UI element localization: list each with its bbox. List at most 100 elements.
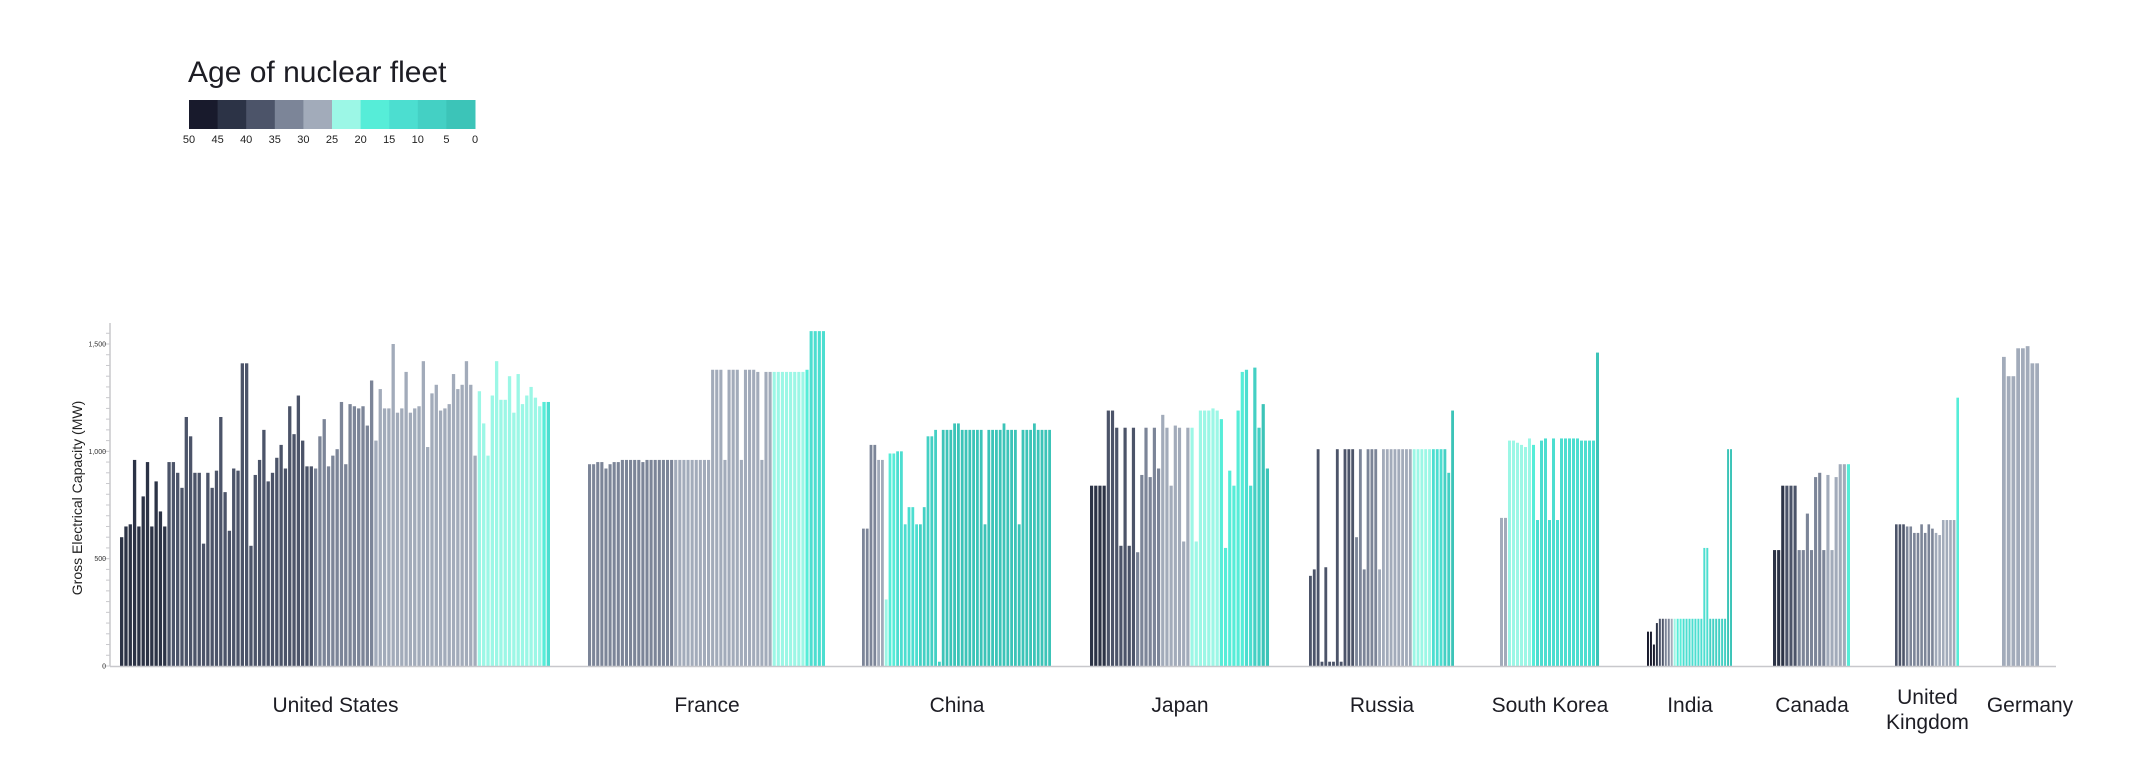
bar-china: [941, 429, 945, 666]
bar-united-states: [266, 481, 270, 666]
bar-france: [797, 371, 801, 666]
bar-canada: [1818, 472, 1822, 666]
bar-russia: [1385, 449, 1389, 666]
bar-india: [1685, 618, 1688, 666]
bar-china: [1021, 429, 1025, 666]
bar-united-states: [296, 395, 301, 666]
bar-japan: [1253, 367, 1257, 666]
bar-france: [764, 371, 768, 666]
legend-tick-label: 40: [240, 134, 252, 146]
bar-united-kingdom: [1916, 532, 1920, 666]
bar-france: [768, 371, 772, 666]
bar-russia: [1366, 449, 1370, 666]
bar-south-korea: [1532, 444, 1535, 666]
bar-china: [896, 451, 899, 666]
bar-united-states: [529, 386, 533, 666]
bar-japan: [1090, 485, 1094, 666]
bar-russia: [1332, 661, 1335, 666]
bar-france: [686, 459, 690, 666]
bar-canada: [1789, 485, 1793, 666]
bar-china: [915, 524, 918, 666]
y-tick-label: 1,500: [88, 342, 106, 349]
bar-russia: [1443, 449, 1447, 666]
bar-united-states: [176, 472, 180, 666]
bar-japan: [1228, 470, 1232, 666]
bar-united-states: [417, 406, 421, 666]
bar-japan: [1152, 427, 1156, 666]
bar-russia: [1316, 449, 1320, 666]
bar-united-states: [331, 455, 335, 666]
bar-china: [960, 429, 964, 666]
bar-germany: [2030, 363, 2035, 666]
bar-russia: [1435, 449, 1439, 666]
bar-china: [1010, 429, 1013, 666]
bar-canada: [1842, 464, 1846, 666]
bar-france: [780, 371, 784, 666]
bar-united-states: [438, 410, 443, 666]
bar-china: [1002, 423, 1006, 666]
bar-france: [801, 371, 805, 666]
bar-india: [1721, 618, 1724, 666]
bar-china: [991, 429, 994, 666]
bar-china: [1006, 429, 1010, 666]
bar-united-states: [426, 447, 430, 666]
bar-united-states: [352, 406, 357, 666]
bar-india: [1718, 618, 1721, 666]
bar-france: [760, 459, 764, 666]
bar-japan: [1131, 427, 1136, 666]
bar-france: [809, 331, 813, 666]
bar-japan: [1182, 541, 1186, 666]
bar-france: [756, 371, 760, 666]
bar-india: [1703, 547, 1706, 666]
bar-united-states: [184, 416, 188, 666]
country-label-united-states: United States: [272, 694, 398, 717]
bar-china: [934, 429, 937, 666]
bar-united-states: [456, 389, 460, 666]
bar-united-states: [546, 401, 550, 666]
bar-united-states: [206, 472, 210, 666]
bar-china: [930, 436, 934, 666]
bar-france: [616, 462, 620, 666]
bar-russia: [1339, 661, 1343, 666]
bar-france: [682, 459, 686, 666]
bar-united-states: [158, 511, 163, 666]
bar-india: [1661, 618, 1664, 666]
bar-united-states: [443, 408, 447, 666]
bar-russia: [1320, 661, 1324, 666]
bar-france: [743, 369, 748, 666]
bar-india: [1706, 547, 1709, 666]
bar-canada: [1826, 474, 1830, 666]
bar-japan: [1203, 410, 1207, 666]
bar-india: [1658, 618, 1661, 666]
bar-france: [608, 464, 612, 666]
bar-germany: [2002, 356, 2006, 666]
bar-japan: [1098, 485, 1102, 666]
bar-south-korea: [1568, 438, 1571, 666]
bar-south-korea: [1560, 438, 1563, 666]
bar-united-kingdom: [1920, 524, 1923, 666]
bar-united-states: [533, 397, 538, 666]
bar-canada: [1822, 550, 1826, 666]
bar-united-states: [361, 406, 365, 666]
bar-united-states: [494, 361, 499, 666]
bar-china: [976, 429, 979, 666]
bar-south-korea: [1584, 440, 1587, 666]
bar-united-kingdom: [1952, 520, 1956, 666]
bar-china: [1048, 429, 1051, 666]
bar-france: [629, 459, 633, 666]
bar-china: [888, 453, 892, 666]
bar-united-states: [309, 466, 313, 666]
bar-united-states: [223, 492, 227, 666]
bar-united-states: [292, 434, 296, 666]
bar-india: [1688, 618, 1691, 666]
bar-china: [1036, 429, 1040, 666]
bar-china: [881, 459, 884, 666]
bar-canada: [1834, 477, 1838, 666]
bar-russia: [1405, 449, 1408, 666]
bar-france: [592, 464, 596, 666]
bar-united-states: [326, 466, 331, 666]
bar-canada: [1838, 464, 1842, 666]
legend: 50 45 40 35 30 25 20 15 10 5 0: [183, 100, 478, 146]
bar-united-states: [201, 543, 206, 666]
bar-india: [1652, 644, 1655, 666]
